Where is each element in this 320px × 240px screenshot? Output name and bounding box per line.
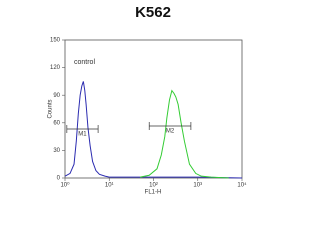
y-tick-label: 150: [50, 38, 61, 44]
annotation: control: [74, 59, 95, 66]
y-tick-label: 60: [53, 120, 60, 126]
gate-label: M2: [166, 129, 175, 135]
x-tick-label: 10²: [149, 183, 158, 189]
y-tick-label: 90: [53, 93, 60, 99]
x-tick-label: 10³: [193, 183, 202, 189]
x-axis-label: FL1-H: [145, 190, 162, 196]
histogram-line: [140, 89, 229, 179]
x-tick-label: 10¹: [105, 183, 114, 189]
x-tick-label: 10⁰: [60, 182, 70, 189]
y-tick-label: 120: [50, 65, 61, 71]
chart-title: K562: [135, 4, 171, 21]
gate-label: M1: [78, 132, 87, 138]
histogram-line: [64, 81, 243, 179]
x-tick-label: 10⁴: [237, 182, 247, 189]
y-axis-label: Counts: [48, 99, 54, 118]
chart: K562 control FL1-H Counts 0 30 60 90 120 150 1…: [48, 4, 247, 196]
y-tick-label: 30: [53, 148, 60, 154]
y-tick-label: 0: [57, 176, 61, 182]
